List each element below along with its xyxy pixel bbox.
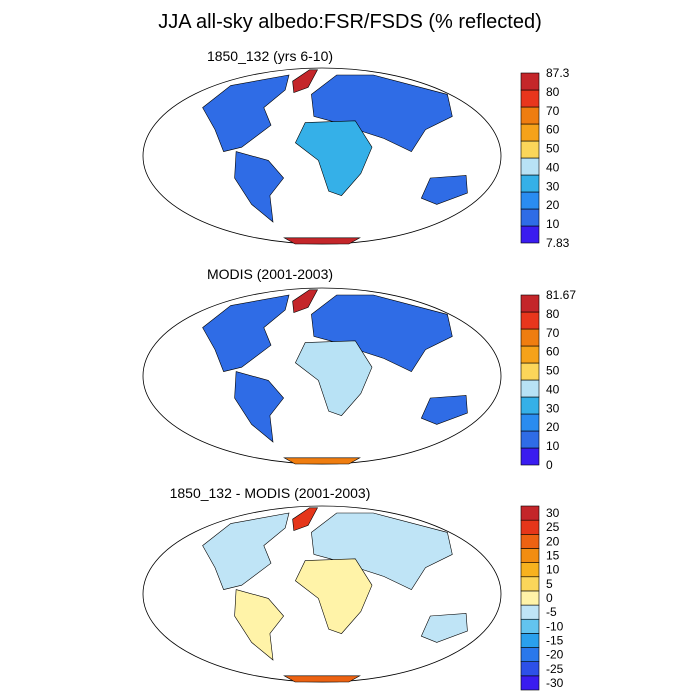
colorbar-label: 30 [546, 506, 560, 520]
colorbar-label: 60 [546, 345, 560, 359]
north-america-region [202, 294, 290, 372]
colorbar-label: 20 [546, 198, 560, 212]
south-america-region [234, 151, 284, 223]
colorbar-label: 20 [546, 420, 560, 434]
colorbar-label: 50 [546, 364, 560, 378]
colorbar-box [520, 548, 540, 563]
colorbar-label: 40 [546, 382, 560, 396]
greenland-region [292, 507, 319, 532]
colorbar-label: -25 [546, 662, 564, 676]
greenland-region [292, 69, 319, 94]
colorbar-label: 0 [546, 458, 553, 472]
colorbar-label: -30 [546, 676, 564, 690]
colorbar-label: 80 [546, 307, 560, 321]
north-america-region [202, 512, 290, 590]
colorbar-label: 70 [546, 104, 560, 118]
australia-region [420, 175, 468, 205]
north-america-region [202, 74, 290, 152]
colorbar-label: 10 [546, 563, 560, 577]
colorbar-box [520, 675, 540, 691]
panel-title-obs: MODIS (2001-2003) [206, 266, 334, 282]
colorbar-box [520, 661, 540, 677]
europe-asia-region [311, 512, 453, 590]
panel-title-model: 1850_132 (yrs 6-10) [206, 48, 334, 64]
colorbar-label: 30 [546, 401, 560, 415]
colorbar-box [520, 590, 540, 606]
antarctica-region [283, 457, 361, 465]
world-map-obs [142, 287, 502, 465]
colorbar-label: 5 [546, 577, 553, 591]
colorbar-label: 20 [546, 534, 560, 548]
world-map-model [142, 67, 502, 245]
colorbar-label: 10 [546, 217, 560, 231]
colorbar-label: 7.83 [546, 236, 570, 250]
colorbar-box [520, 604, 540, 620]
colorbar-label: -5 [546, 605, 557, 619]
colorbar-label: 50 [546, 142, 560, 156]
colorbar-label: 70 [546, 326, 560, 340]
colorbar-label: 81.67 [546, 288, 576, 302]
colorbar-label: 25 [546, 520, 560, 534]
colorbar-label: -20 [546, 648, 564, 662]
europe-asia-region [311, 294, 453, 372]
colorbar-label: 30 [546, 179, 560, 193]
antarctica-region [283, 675, 361, 683]
colorbar-box [520, 505, 540, 521]
colorbar-label: 60 [546, 123, 560, 137]
panel-title-diff: 1850_132 - MODIS (2001-2003) [169, 485, 371, 501]
colorbar-label: 10 [546, 439, 560, 453]
colorbar-box [520, 618, 540, 634]
colorbar-label: -15 [546, 633, 564, 647]
colorbar-label: 87.3 [546, 66, 570, 80]
colorbar-label: 80 [546, 85, 560, 99]
africa-region [295, 340, 373, 416]
australia-region [420, 395, 468, 425]
europe-asia-region [311, 74, 453, 152]
south-america-region [234, 589, 284, 661]
world-map-diff [142, 505, 502, 683]
colorbar-box [520, 534, 540, 549]
africa-region [295, 558, 373, 634]
colorbar-box [520, 647, 540, 662]
colorbar-label: 40 [546, 160, 560, 174]
colorbar-label: -10 [546, 619, 564, 633]
greenland-region [292, 289, 319, 314]
colorbar-box [520, 633, 540, 648]
colorbar-box [520, 562, 540, 578]
africa-region [295, 120, 373, 196]
colorbar-box [520, 72, 540, 91]
colorbar-label: 15 [546, 549, 560, 563]
south-america-region [234, 371, 284, 443]
main-title: JJA all-sky albedo:FSR/FSDS (% reflected… [158, 11, 542, 33]
colorbar-box [520, 294, 540, 313]
australia-region [420, 613, 468, 643]
colorbar-label: 0 [546, 591, 553, 605]
colorbar-box [520, 576, 540, 592]
colorbar-box [520, 519, 540, 535]
antarctica-region [283, 237, 361, 245]
